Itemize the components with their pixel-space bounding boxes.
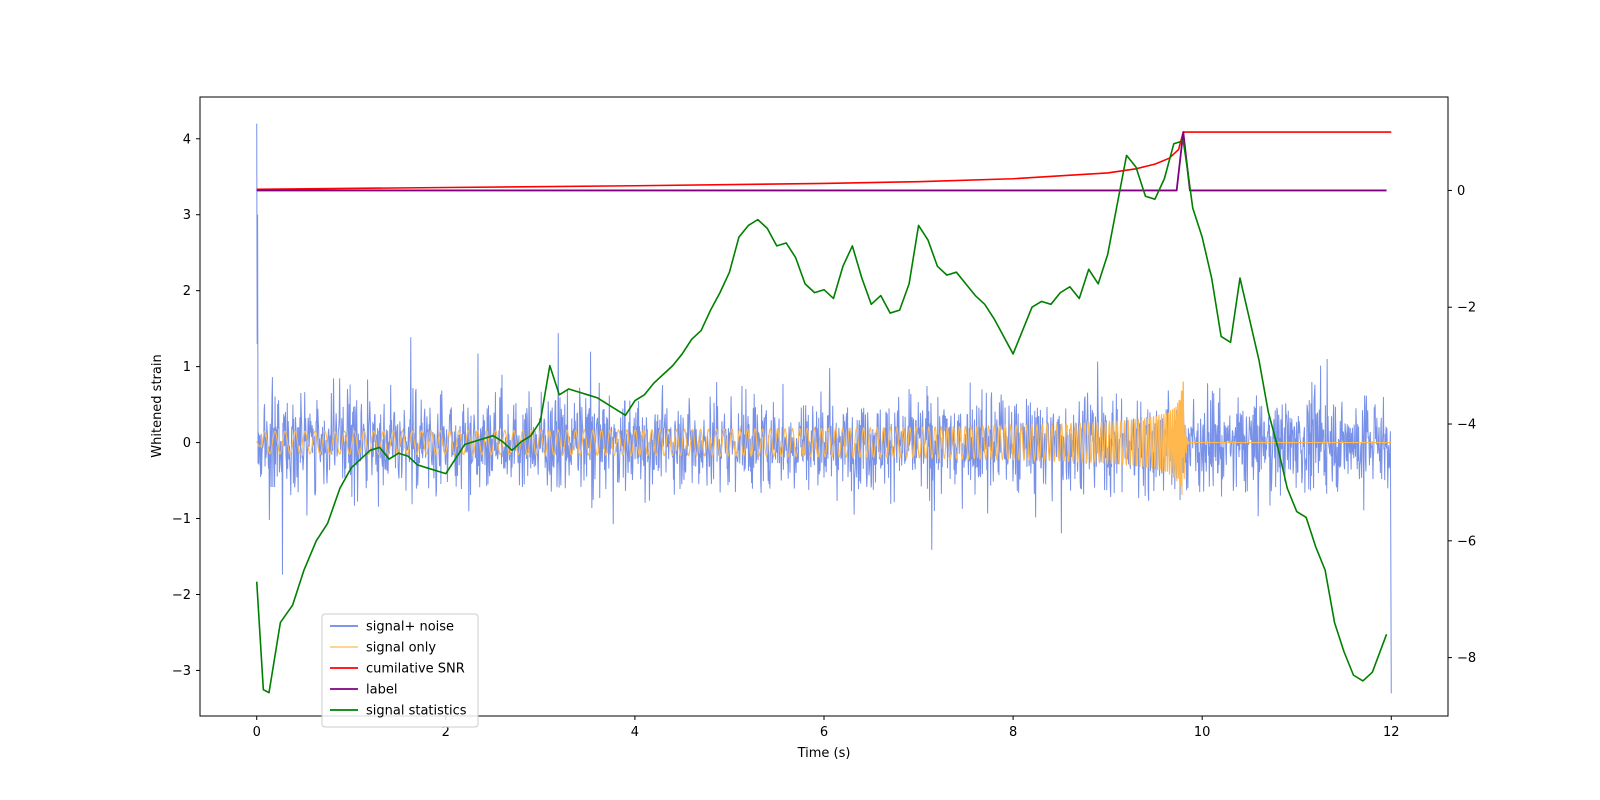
y-right-tick-label: 0 <box>1457 184 1465 199</box>
right-y-axis: −8 −6 −4 −2 0 <box>1448 184 1476 666</box>
x-axis-label: Time (s) <box>797 746 851 761</box>
x-tick-label: 12 <box>1383 725 1400 740</box>
x-tick-label: 2 <box>442 725 450 740</box>
x-tick-label: 4 <box>631 725 639 740</box>
series-cumulative-snr <box>256 131 1392 191</box>
series-signal-statistics <box>255 140 1388 694</box>
y-tick-label: −2 <box>172 588 191 603</box>
x-axis: 0 2 4 6 8 10 12 <box>253 716 1400 740</box>
legend-label: signal+ noise <box>366 620 454 635</box>
left-y-axis: −3 −2 −1 0 1 2 3 4 <box>172 132 200 679</box>
x-tick-label: 6 <box>820 725 828 740</box>
legend-label: label <box>366 683 397 698</box>
x-tick-label: 0 <box>253 725 261 740</box>
legend-label: cumilative SNR <box>366 662 465 677</box>
series-signal-plus-noise <box>256 123 1392 694</box>
y-axis-label: Whitened strain <box>150 354 165 457</box>
y-tick-label: −3 <box>172 664 191 679</box>
y-right-tick-label: −4 <box>1457 418 1476 433</box>
legend-label: signal only <box>366 641 436 656</box>
series-label <box>256 131 1387 192</box>
y-tick-label: −1 <box>172 512 191 527</box>
legend-label: signal statistics <box>366 704 467 719</box>
legend: signal+ noise signal only cumilative SNR la… <box>321 613 479 728</box>
x-tick-label: 10 <box>1194 725 1211 740</box>
legend-box <box>321 613 479 728</box>
x-tick-label: 8 <box>1009 725 1017 740</box>
y-tick-label: 0 <box>183 436 191 451</box>
series-signal-only <box>256 381 1392 496</box>
y-tick-label: 4 <box>183 132 191 147</box>
y-right-tick-label: −8 <box>1457 651 1476 666</box>
y-tick-label: 2 <box>183 284 191 299</box>
plot-area <box>255 123 1392 694</box>
y-right-tick-label: −2 <box>1457 301 1476 316</box>
y-right-tick-label: −6 <box>1457 534 1476 549</box>
y-tick-label: 3 <box>183 208 191 223</box>
y-tick-label: 1 <box>183 360 191 375</box>
